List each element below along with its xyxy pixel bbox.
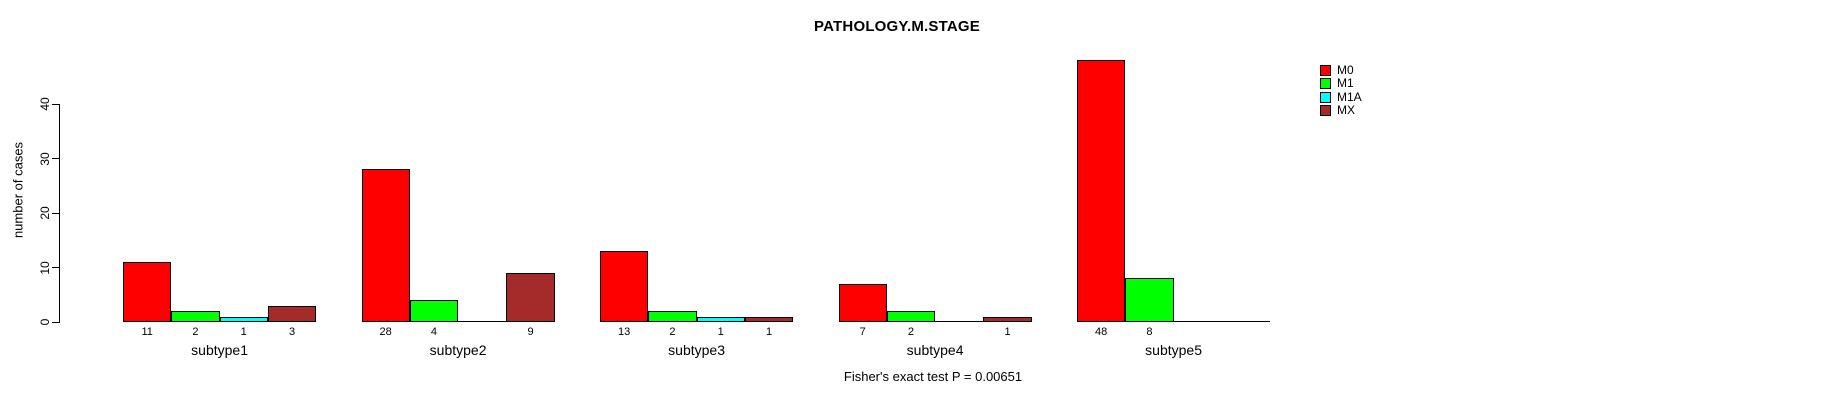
zero-bar-line: [1173, 321, 1222, 322]
y-tick-label: 20: [38, 206, 52, 220]
bar: [648, 311, 697, 322]
legend-label: MX: [1337, 103, 1355, 118]
bar-value-label: 4: [430, 326, 437, 338]
y-tick-label: 30: [38, 151, 52, 166]
legend-swatch: [1320, 65, 1331, 76]
y-tick-label: 0: [38, 318, 52, 326]
bar-value-label: 2: [192, 326, 199, 338]
bar: [838, 283, 887, 322]
legend-label: M0: [1337, 63, 1354, 77]
bar: [267, 305, 317, 322]
y-tick: [52, 158, 59, 159]
footer-annotation: Fisher's exact test P = 0.00651: [843, 369, 1023, 384]
bar-value-label: 2: [669, 326, 676, 338]
y-tick: [52, 212, 59, 214]
legend-swatch: [1320, 78, 1331, 90]
bar: [600, 251, 649, 322]
bar-value-label: 7: [859, 326, 866, 338]
y-tick: [52, 267, 59, 268]
legend-swatch: [1320, 105, 1331, 117]
bar-value-label: 1: [717, 326, 724, 338]
category-label: subtype3: [668, 342, 725, 358]
bar-value-label: 3: [288, 326, 296, 338]
category-label: subtype1: [191, 342, 248, 358]
zero-bar-line: [1221, 321, 1271, 322]
bar: [409, 300, 459, 322]
bar-value-label: 11: [141, 326, 153, 338]
bar-value-label: 1: [1004, 326, 1011, 338]
chart-title: PATHOLOGY.M.STAGE: [814, 18, 980, 35]
bar: [886, 311, 936, 322]
category-label: subtype2: [429, 342, 487, 358]
bar-value-label: 2: [907, 326, 914, 338]
bar: [983, 316, 1032, 322]
legend-label: M1A: [1337, 89, 1362, 104]
y-tick-label: 10: [38, 260, 52, 275]
bar: [1125, 278, 1174, 322]
bar: [361, 169, 410, 322]
bar: [1077, 60, 1126, 322]
bar: [123, 262, 172, 322]
y-axis-line: [59, 104, 60, 323]
bar: [506, 272, 555, 322]
y-tick: [52, 103, 59, 105]
legend-swatch: [1320, 91, 1331, 103]
zero-bar-line: [458, 321, 507, 322]
bar: [171, 311, 220, 322]
legend-label: M1: [1337, 76, 1354, 91]
bar-value-label: 1: [240, 326, 247, 338]
bar: [696, 316, 745, 322]
bar: [219, 316, 268, 322]
bar-value-label: 13: [618, 326, 631, 338]
bar-value-label: 1: [765, 326, 773, 338]
bar-value-label: 48: [1095, 326, 1108, 338]
category-label: subtype4: [906, 342, 964, 358]
bar-value-label: 9: [527, 326, 534, 338]
category-label: subtype5: [1145, 342, 1202, 358]
y-tick: [52, 321, 59, 323]
y-tick-label: 40: [38, 97, 52, 111]
bar-value-label: 8: [1146, 326, 1153, 338]
bar-value-label: 28: [379, 326, 392, 338]
zero-bar-line: [935, 321, 984, 322]
bar: [744, 316, 794, 322]
